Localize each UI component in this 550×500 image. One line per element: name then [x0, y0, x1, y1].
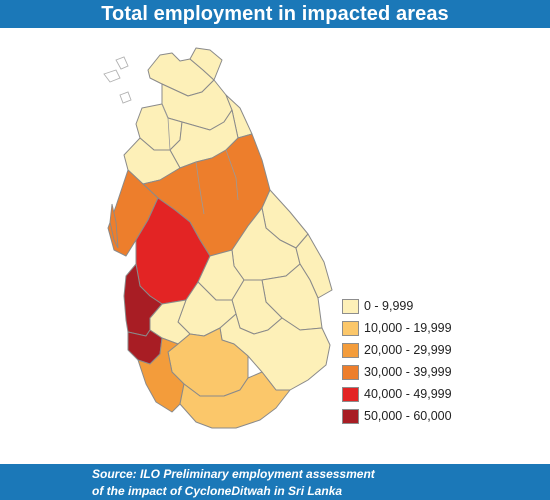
district-region: [107, 169, 159, 257]
district-region: [189, 47, 223, 81]
map-panel: [0, 28, 550, 464]
legend-swatch: [342, 343, 359, 358]
legend-label: 20,000 - 29,999: [364, 343, 452, 357]
legend-swatch: [342, 299, 359, 314]
district-boundary: [161, 103, 171, 151]
legend-label: 0 - 9,999: [364, 299, 414, 313]
island-outline: [115, 56, 129, 70]
source-banner: Source: ILO Preliminary employment asses…: [0, 464, 550, 500]
legend-item: 50,000 - 60,000: [342, 407, 522, 429]
source-text-line-1: Source: ILO Preliminary employment asses…: [92, 467, 375, 481]
legend-swatch: [342, 409, 359, 424]
map-title: Total employment in impacted areas: [101, 3, 449, 25]
legend-label: 50,000 - 60,000: [364, 409, 452, 423]
legend-swatch: [342, 321, 359, 336]
legend-swatch: [342, 365, 359, 380]
district-region: [109, 203, 119, 249]
island-outline: [119, 91, 132, 104]
districts: [107, 47, 333, 429]
legend-item: 0 - 9,999: [342, 297, 522, 319]
legend-item: 20,000 - 29,999: [342, 341, 522, 363]
title-banner: Total employment in impacted areas: [0, 0, 550, 28]
legend-swatch: [342, 387, 359, 402]
legend-label: 10,000 - 19,999: [364, 321, 452, 335]
legend-item: 40,000 - 49,999: [342, 385, 522, 407]
legend: 0 - 9,999 10,000 - 19,999 20,000 - 29,99…: [342, 297, 522, 429]
sri-lanka-map: [103, 47, 333, 429]
legend-label: 40,000 - 49,999: [364, 387, 452, 401]
district-boundary: [195, 161, 205, 215]
district-region: [137, 337, 185, 413]
legend-item: 30,000 - 39,999: [342, 363, 522, 385]
source-text-line-2: of the impact of CycloneDitwah in Sri La…: [92, 484, 343, 498]
northern-islands: [103, 56, 132, 104]
district-region: [179, 371, 291, 429]
district-boundary: [225, 149, 239, 201]
legend-item: 10,000 - 19,999: [342, 319, 522, 341]
legend-label: 30,000 - 39,999: [364, 365, 452, 379]
island-outline: [103, 69, 121, 83]
